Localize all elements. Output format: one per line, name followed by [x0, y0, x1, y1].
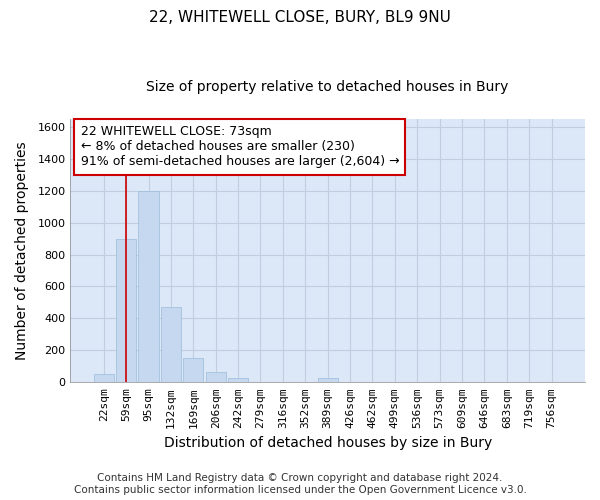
Bar — [161, 307, 181, 382]
Bar — [116, 238, 136, 382]
Bar — [317, 378, 338, 382]
Text: 22, WHITEWELL CLOSE, BURY, BL9 9NU: 22, WHITEWELL CLOSE, BURY, BL9 9NU — [149, 10, 451, 25]
Bar — [139, 192, 158, 382]
Bar — [206, 372, 226, 382]
Title: Size of property relative to detached houses in Bury: Size of property relative to detached ho… — [146, 80, 509, 94]
Y-axis label: Number of detached properties: Number of detached properties — [15, 141, 29, 360]
Bar — [183, 358, 203, 382]
Bar — [94, 374, 114, 382]
Text: Contains HM Land Registry data © Crown copyright and database right 2024.
Contai: Contains HM Land Registry data © Crown c… — [74, 474, 526, 495]
Bar — [228, 378, 248, 382]
Text: 22 WHITEWELL CLOSE: 73sqm
← 8% of detached houses are smaller (230)
91% of semi-: 22 WHITEWELL CLOSE: 73sqm ← 8% of detach… — [80, 126, 399, 168]
X-axis label: Distribution of detached houses by size in Bury: Distribution of detached houses by size … — [164, 436, 492, 450]
